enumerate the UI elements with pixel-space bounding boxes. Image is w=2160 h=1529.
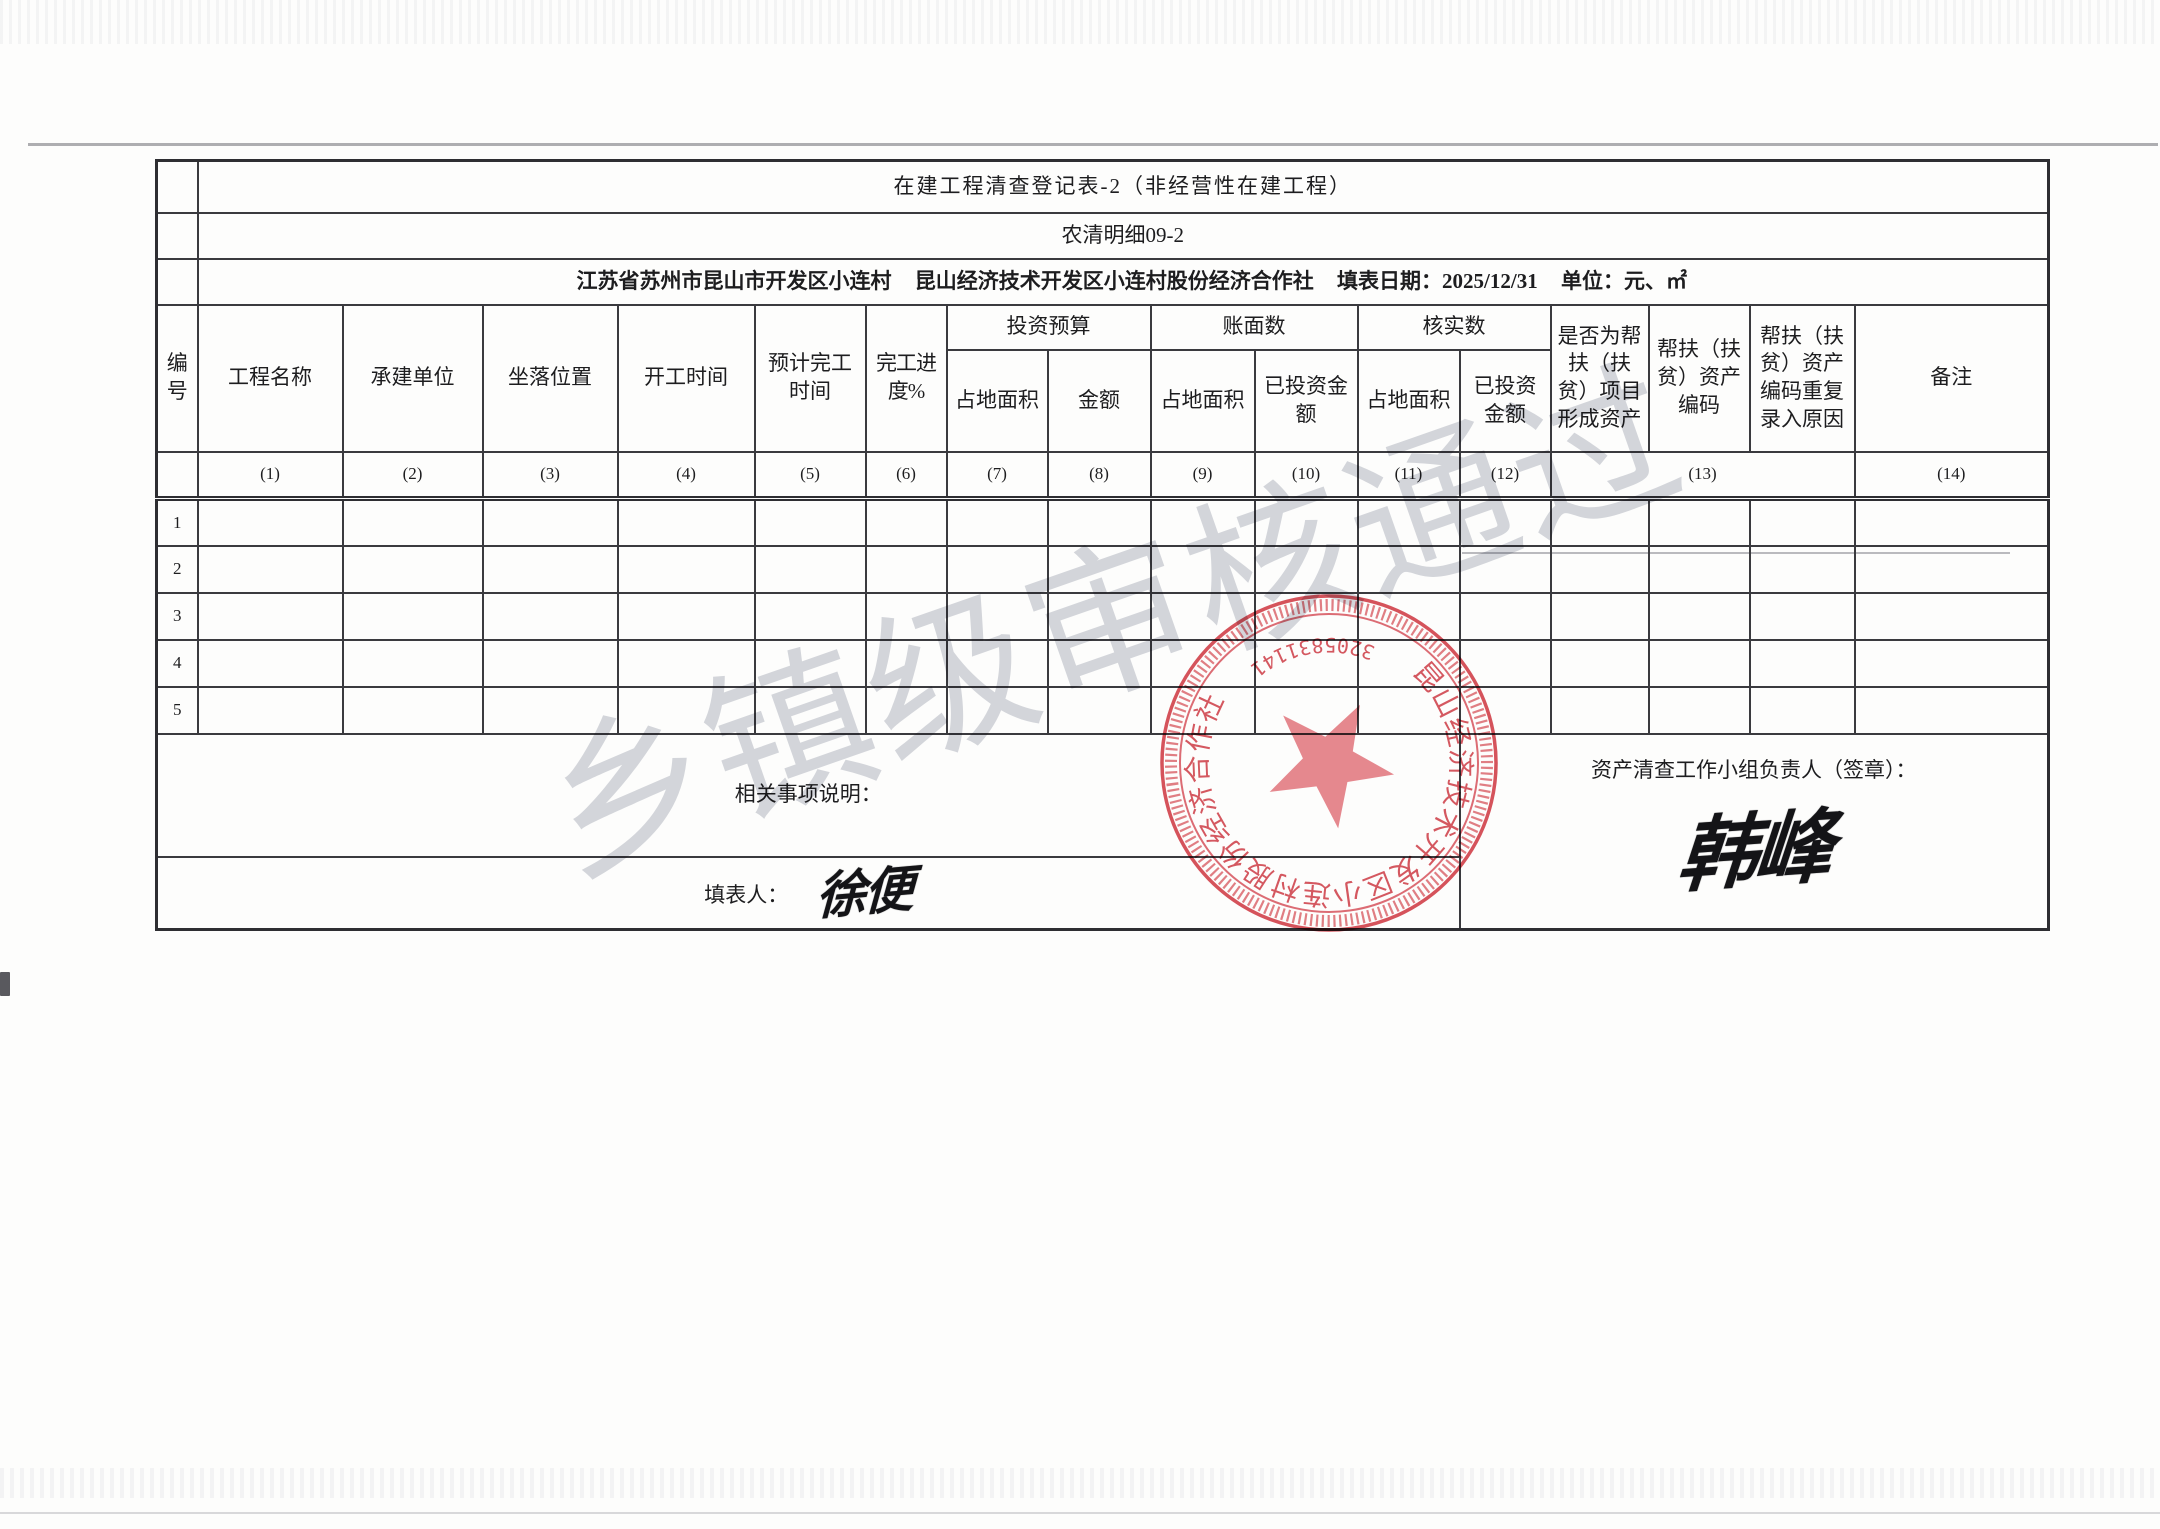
scan-edge-mark [0, 972, 10, 996]
numbering-8: (8) [1046, 450, 1152, 501]
group-header-row: 编号 工程名称 承建单位 坐落位置 开工时间 预计完工时间 完工进度% 投资预算… [155, 303, 2050, 453]
col-header-number: 编号 [155, 303, 199, 453]
col-header-aid-asset-flag: 是否为帮扶（扶贫）项目形成资产 [1549, 303, 1650, 453]
numbering-11: (11) [1356, 450, 1461, 501]
numbering-9: (9) [1149, 450, 1256, 501]
numbering-10: (10) [1253, 450, 1359, 501]
table-row-5: 5 [155, 685, 2050, 735]
numbering-4: (4) [616, 450, 756, 501]
org-info: 江苏省苏州市昆山市开发区小连村 昆山经济技术开发区小连村股份经济合作社 填表日期… [197, 257, 2049, 306]
sub-header-budget-area: 占地面积 [945, 348, 1049, 453]
numbering-12: (12) [1458, 450, 1552, 501]
numbering-5: (5) [753, 450, 867, 501]
leader-label: 资产清查工作小组负责人（签章）： [1591, 758, 1917, 783]
preparer-label: 填表人： [704, 882, 789, 907]
info-row-spacer [156, 257, 199, 306]
code-row-spacer [156, 211, 199, 260]
unit-label: 单位： [1560, 268, 1624, 293]
col-header-aid-asset-code: 帮扶（扶贫）资产编码 [1647, 303, 1751, 453]
numbering-7: (7) [945, 450, 1049, 501]
col-header-expected-finish: 预计完工时间 [753, 303, 867, 453]
official-stamp: 昆山经济技术开发区小连村股份经济合作社 3205831141857 [1160, 594, 1498, 932]
page-title: 在建工程清查登记表-2（非经营性在建工程） [197, 159, 2049, 214]
row-number: 1 [155, 497, 199, 547]
stamp-hatch-ring [1165, 599, 1493, 927]
sub-header-verified-invested: 已投资金额 [1458, 348, 1552, 453]
table-row-3: 3 [155, 591, 2050, 641]
leader-signature-cell: 资产清查工作小组负责人（签章）： 韩峰 [1458, 732, 2050, 930]
table-row-1: 1 [155, 497, 2050, 547]
col-header-remarks: 备注 [1853, 303, 2050, 453]
stamp-inner-ring [1179, 613, 1479, 913]
numbering-6: (6) [864, 450, 948, 501]
title-row: 在建工程清查登记表-2（非经营性在建工程） [156, 159, 2049, 214]
notes-label: 相关事项说明： [155, 732, 1461, 858]
preparer-signature: 徐便 [815, 858, 914, 926]
numbering-row: (1) (2) (3) (4) (5) (6) (7) (8) (9) (10)… [155, 450, 2050, 501]
col-header-aid-code-duplicate-reason: 帮扶（扶贫）资产编码重复录入原因 [1748, 303, 1856, 453]
org-info-row: 江苏省苏州市昆山市开发区小连村 昆山经济技术开发区小连村股份经济合作社 填表日期… [156, 257, 2049, 306]
col-header-start-time: 开工时间 [616, 303, 756, 453]
numbering-spacer [155, 450, 199, 501]
numbering-1: (1) [196, 450, 344, 501]
notes-row: 相关事项说明： 资产清查工作小组负责人（签章）： 韩峰 [155, 732, 2050, 930]
sub-header-budget-amount: 金额 [1046, 348, 1152, 453]
numbering-3: (3) [481, 450, 619, 501]
sub-header-row: 占地面积 金额 占地面积 已投资金额 占地面积 已投资金额 [157, 348, 2049, 453]
fill-date-label: 填表日期： [1337, 268, 1443, 293]
numbering-13: (13) [1549, 450, 1856, 501]
form-code-row: 农清明细09-2 [156, 211, 2049, 260]
row-number: 4 [155, 638, 199, 688]
stamp-outer-ring [1160, 594, 1498, 932]
col-header-progress: 完工进度% [864, 303, 948, 453]
row-number: 2 [155, 544, 199, 594]
col-header-contractor: 承建单位 [341, 303, 484, 453]
group-header-budget: 投资预算 [945, 303, 1152, 351]
leader-signature: 韩峰 [1673, 798, 1834, 904]
scan-noise-bottom [0, 1468, 2160, 1498]
scan-line-bottom [0, 1512, 2160, 1514]
row-number: 3 [155, 591, 199, 641]
numbering-14: (14) [1853, 450, 2050, 501]
form-code: 农清明细09-2 [197, 211, 2049, 260]
fill-date: 2025/12/31 [1442, 268, 1538, 293]
org-name: 昆山经济技术开发区小连村股份经济合作社 [914, 268, 1314, 293]
table-row-2: 2 [155, 544, 2050, 594]
title-row-spacer [156, 159, 199, 214]
unit-value: 元、㎡ [1623, 268, 1687, 293]
table-row-4: 4 [155, 638, 2050, 688]
sub-header-verified-area: 占地面积 [1356, 348, 1461, 453]
scan-line-top [28, 143, 2158, 146]
registration-form-table: 在建工程清查登记表-2（非经营性在建工程） 农清明细09-2 江苏省苏州市昆山市… [155, 159, 2050, 931]
col-header-project-name: 工程名称 [196, 303, 344, 453]
col-header-location: 坐落位置 [481, 303, 619, 453]
stamp-star-icon [1269, 704, 1395, 829]
numbering-2: (2) [341, 450, 484, 501]
group-header-verified: 核实数 [1356, 303, 1552, 351]
row-number: 5 [155, 685, 199, 735]
group-header-book-value: 账面数 [1149, 303, 1359, 351]
sub-header-book-invested: 已投资金额 [1253, 348, 1359, 453]
scan-noise-top [0, 0, 2160, 44]
org-region: 江苏省苏州市昆山市开发区小连村 [576, 268, 892, 293]
sub-header-book-area: 占地面积 [1149, 348, 1256, 453]
